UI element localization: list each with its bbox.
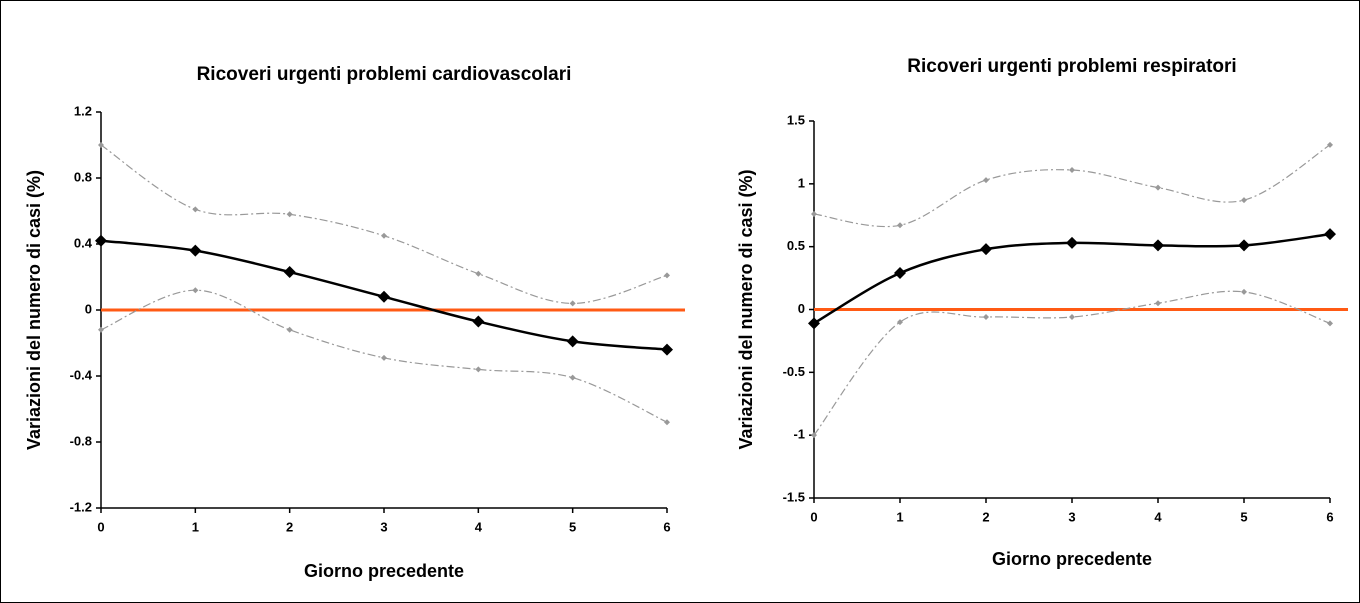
- ci-marker: [1155, 184, 1161, 191]
- y-tick-label: 0: [798, 301, 805, 316]
- ci-marker: [664, 272, 670, 279]
- ci-marker: [1327, 141, 1333, 148]
- estimate-marker: [566, 335, 579, 348]
- x-tick-label: 3: [380, 519, 387, 534]
- ci-marker: [286, 211, 293, 218]
- y-tick-label: -0.8: [70, 433, 92, 448]
- ci-marker: [286, 326, 293, 333]
- ci-marker: [983, 177, 989, 184]
- y-tick-label: -0.4: [70, 367, 93, 382]
- y-tick-label: -0.5: [783, 364, 805, 379]
- ci-marker: [1241, 197, 1247, 204]
- ci-marker: [192, 287, 199, 294]
- estimate-marker: [1066, 236, 1078, 249]
- ci-marker: [192, 206, 199, 213]
- ci-marker: [569, 374, 576, 381]
- ci-marker: [811, 210, 817, 217]
- x-tick-label: 5: [1240, 509, 1247, 524]
- ci-marker: [475, 270, 482, 277]
- x-tick-label: 1: [192, 519, 199, 534]
- y-axis-label: Variazioni del numero di casi (%): [736, 169, 756, 449]
- ci-marker: [569, 300, 576, 307]
- y-tick-label: 1.5: [787, 112, 805, 127]
- ci-marker: [897, 319, 903, 326]
- x-tick-label: 6: [663, 519, 670, 534]
- x-tick-label: 6: [1326, 509, 1333, 524]
- ci-marker: [983, 314, 989, 321]
- ci-marker: [98, 142, 104, 148]
- ci-marker: [1327, 320, 1333, 327]
- ci-marker: [475, 366, 482, 373]
- estimate-marker: [894, 267, 906, 280]
- ci-marker: [897, 222, 903, 229]
- x-tick-label: 3: [1068, 509, 1075, 524]
- estimate-marker: [95, 234, 107, 247]
- x-tick-label: 2: [982, 509, 989, 524]
- x-axis-label: Giorno precedente: [992, 549, 1152, 569]
- ci-marker: [381, 232, 387, 239]
- ci-marker: [98, 326, 104, 333]
- estimate-marker: [661, 343, 673, 356]
- y-tick-label: -1.5: [783, 489, 805, 504]
- x-tick-label: 0: [97, 519, 104, 534]
- ci-marker: [381, 354, 387, 361]
- y-tick-label: 0: [85, 301, 92, 316]
- estimate-marker: [378, 290, 390, 303]
- y-tick-label: -1.2: [70, 499, 92, 514]
- estimate-marker: [472, 315, 485, 328]
- x-tick-label: 4: [1154, 509, 1162, 524]
- estimate-marker: [189, 244, 202, 257]
- y-tick-label: 1: [798, 175, 805, 190]
- estimate-marker: [808, 317, 820, 330]
- y-tick-label: 0.4: [74, 235, 93, 250]
- x-tick-label: 0: [810, 509, 817, 524]
- estimate-marker: [1324, 228, 1336, 241]
- y-tick-label: 0.8: [74, 169, 92, 184]
- estimate-marker: [283, 266, 296, 279]
- ci-marker: [1069, 314, 1075, 321]
- y-tick-label: -1: [793, 427, 805, 442]
- x-tick-label: 5: [569, 519, 576, 534]
- ci-marker: [1241, 288, 1247, 295]
- y-tick-label: 0.5: [787, 238, 805, 253]
- y-tick-label: 1.2: [74, 103, 92, 118]
- ci-marker: [1069, 167, 1075, 174]
- chart-title: Ricoveri urgenti problemi cardiovascolar…: [197, 64, 572, 85]
- estimate-marker: [1152, 239, 1164, 252]
- estimate-marker: [1238, 239, 1250, 252]
- x-axis-label: Giorno precedente: [304, 561, 464, 581]
- ci-marker: [811, 432, 817, 439]
- y-axis-label: Variazioni del numero di casi (%): [24, 170, 44, 450]
- x-tick-label: 4: [475, 519, 483, 534]
- chart-title: Ricoveri urgenti problemi respiratori: [907, 56, 1236, 77]
- ci-marker: [1155, 300, 1161, 307]
- x-tick-label: 2: [286, 519, 293, 534]
- x-tick-label: 1: [896, 509, 903, 524]
- ci-marker: [664, 419, 670, 426]
- estimate-marker: [980, 243, 992, 256]
